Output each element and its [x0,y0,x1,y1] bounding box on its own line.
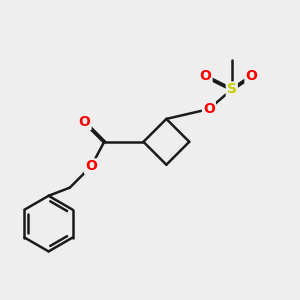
Text: O: O [200,69,212,83]
Text: S: S [227,82,237,97]
Text: O: O [245,69,257,83]
Text: O: O [85,159,97,173]
Text: O: O [79,115,91,129]
Text: O: O [203,102,215,116]
